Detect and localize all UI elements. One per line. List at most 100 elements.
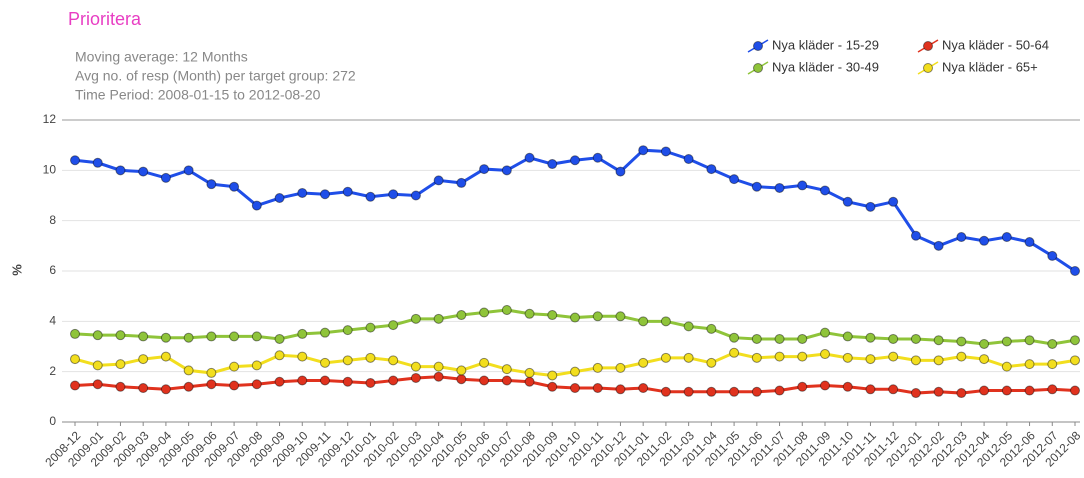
- chart-title: Prioritera: [68, 9, 142, 29]
- point: [910, 333, 921, 344]
- point: [933, 355, 944, 366]
- point: [956, 388, 967, 399]
- point: [297, 375, 308, 386]
- point: [138, 354, 149, 365]
- point: [388, 375, 399, 386]
- point: [1001, 232, 1012, 243]
- point: [888, 384, 899, 395]
- point: [229, 361, 240, 372]
- point: [433, 371, 444, 382]
- point: [456, 374, 467, 385]
- point: [274, 333, 285, 344]
- point: [933, 335, 944, 346]
- point: [592, 311, 603, 322]
- point: [729, 386, 740, 397]
- point: [183, 381, 194, 392]
- point: [842, 352, 853, 363]
- point: [638, 383, 649, 394]
- point: [797, 333, 808, 344]
- point: [1024, 237, 1035, 248]
- point: [547, 159, 558, 170]
- point: [842, 331, 853, 342]
- point: [865, 201, 876, 212]
- point: [274, 193, 285, 204]
- point: [842, 381, 853, 392]
- point: [888, 351, 899, 362]
- point: [206, 367, 217, 378]
- point: [524, 308, 535, 319]
- point: [206, 179, 217, 190]
- legend-marker: [753, 41, 763, 51]
- point: [70, 155, 80, 166]
- point: [138, 331, 149, 342]
- y-tick-label: 0: [49, 414, 56, 428]
- point: [251, 379, 262, 390]
- point: [1001, 361, 1012, 372]
- point: [729, 332, 740, 343]
- point: [524, 367, 535, 378]
- point: [638, 316, 649, 327]
- point: [570, 383, 580, 394]
- point: [570, 312, 580, 323]
- y-axis-label: %: [9, 264, 24, 276]
- point: [206, 331, 217, 342]
- point: [888, 333, 899, 344]
- point: [320, 375, 330, 386]
- point: [1024, 359, 1035, 370]
- point: [501, 375, 512, 386]
- point: [660, 352, 671, 363]
- point: [979, 385, 990, 396]
- point: [683, 352, 694, 363]
- point: [683, 386, 694, 397]
- point: [751, 386, 762, 397]
- point: [1024, 335, 1035, 346]
- point: [410, 313, 421, 324]
- point: [729, 174, 740, 185]
- point: [342, 376, 353, 387]
- point: [410, 372, 421, 383]
- point: [979, 235, 990, 246]
- subtitle: Moving average: 12 Months: [75, 49, 248, 65]
- y-tick-label: 8: [49, 213, 56, 227]
- point: [1047, 338, 1058, 349]
- point: [706, 357, 717, 368]
- point: [615, 384, 626, 395]
- point: [501, 364, 512, 375]
- point: [820, 327, 830, 338]
- point: [1001, 336, 1012, 347]
- point: [592, 383, 603, 394]
- point: [956, 232, 967, 243]
- point: [547, 310, 558, 321]
- point: [433, 313, 444, 324]
- point: [342, 325, 353, 336]
- point: [979, 354, 990, 365]
- legend-label: Nya kläder - 30-49: [772, 59, 879, 74]
- point: [92, 157, 103, 168]
- point: [1001, 385, 1012, 396]
- point: [433, 175, 444, 186]
- point: [865, 332, 876, 343]
- point: [660, 146, 671, 157]
- point: [1047, 359, 1058, 370]
- point: [320, 327, 330, 338]
- subtitle: Time Period: 2008-01-15 to 2012-08-20: [75, 87, 321, 103]
- point: [638, 357, 649, 368]
- point: [274, 350, 285, 361]
- point: [297, 351, 308, 362]
- point: [751, 181, 762, 192]
- point: [456, 310, 467, 321]
- point: [979, 338, 990, 349]
- point: [92, 379, 103, 390]
- point: [683, 154, 694, 165]
- point: [865, 354, 876, 365]
- point: [751, 352, 762, 363]
- legend-marker: [923, 41, 933, 51]
- legend-marker: [753, 63, 763, 73]
- point: [183, 332, 194, 343]
- point: [820, 185, 830, 196]
- point: [70, 354, 80, 365]
- point: [910, 355, 921, 366]
- point: [70, 380, 80, 391]
- legend-label: Nya kläder - 65+: [942, 59, 1038, 74]
- point: [479, 164, 490, 175]
